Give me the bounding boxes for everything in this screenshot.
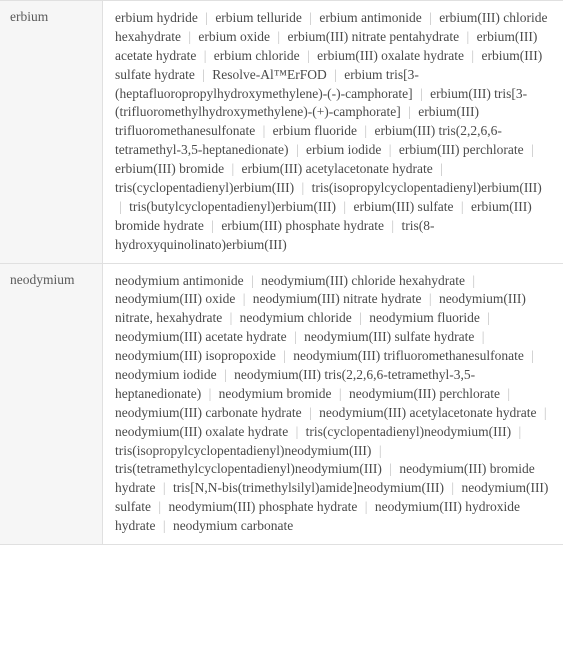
separator: |: [201, 10, 212, 25]
compound-name: tris[N,N-bis(trimethylsilyl)amide]neodym…: [173, 480, 444, 495]
separator: |: [159, 518, 170, 533]
separator: |: [259, 123, 270, 138]
table-row: erbium erbium hydride | erbium telluride…: [0, 0, 563, 264]
separator: |: [339, 199, 350, 214]
compound-name: erbium oxide: [198, 29, 270, 44]
compound-name: tris(isopropylcyclopentadienyl)erbium(II…: [312, 180, 542, 195]
separator: |: [483, 310, 494, 325]
separator: |: [467, 48, 478, 63]
compound-name: tris(tetramethylcyclopentadienyl)neodymi…: [115, 461, 382, 476]
compound-name: erbium iodide: [306, 142, 381, 157]
separator: |: [468, 273, 479, 288]
compound-name: tris(butylcyclopentadienyl)erbium(III): [129, 199, 336, 214]
compound-list: erbium hydride | erbium telluride | erbi…: [103, 1, 563, 263]
compound-table: erbium erbium hydride | erbium telluride…: [0, 0, 563, 545]
separator: |: [298, 180, 309, 195]
compound-name: erbium(III) sulfate: [353, 199, 453, 214]
separator: |: [514, 424, 525, 439]
compound-name: erbium(III) perchlorate: [399, 142, 524, 157]
compound-name: neodymium chloride: [240, 310, 352, 325]
element-label: erbium: [0, 1, 103, 263]
separator: |: [447, 480, 458, 495]
compound-name: neodymium(III) isopropoxide: [115, 348, 276, 363]
table-row: neodymium neodymium antimonide | neodymi…: [0, 264, 563, 545]
compound-name: neodymium(III) trifluoromethanesulfonate: [293, 348, 524, 363]
compound-name: neodymium antimonide: [115, 273, 244, 288]
separator: |: [184, 29, 195, 44]
compound-name: neodymium(III) carbonate hydrate: [115, 405, 302, 420]
compound-name: neodymium(III) perchlorate: [349, 386, 500, 401]
separator: |: [478, 329, 489, 344]
separator: |: [247, 273, 258, 288]
compound-name: tris(isopropylcyclopentadienyl)neodymium…: [115, 443, 371, 458]
separator: |: [220, 367, 231, 382]
separator: |: [330, 67, 341, 82]
separator: |: [360, 123, 371, 138]
separator: |: [303, 48, 314, 63]
separator: |: [385, 142, 396, 157]
separator: |: [425, 10, 436, 25]
separator: |: [207, 218, 218, 233]
separator: |: [273, 29, 284, 44]
compound-name: neodymium(III) phosphate hydrate: [168, 499, 357, 514]
element-label: neodymium: [0, 264, 103, 544]
compound-name: neodymium(III) chloride hexahydrate: [261, 273, 465, 288]
compound-name: erbium(III) phosphate hydrate: [221, 218, 384, 233]
compound-name: neodymium iodide: [115, 367, 217, 382]
separator: |: [527, 142, 538, 157]
separator: |: [335, 386, 346, 401]
compound-name: erbium hydride: [115, 10, 198, 25]
compound-name: neodymium bromide: [219, 386, 332, 401]
separator: |: [463, 29, 474, 44]
separator: |: [503, 386, 514, 401]
compound-name: erbium(III) bromide: [115, 161, 224, 176]
compound-name: erbium antimonide: [319, 10, 421, 25]
separator: |: [457, 199, 468, 214]
separator: |: [416, 86, 427, 101]
compound-name: Resolve-Al™ErFOD: [212, 67, 326, 82]
compound-name: erbium(III) nitrate pentahydrate: [287, 29, 459, 44]
compound-name: neodymium(III) acetate hydrate: [115, 329, 287, 344]
compound-name: erbium(III) acetylacetonate hydrate: [242, 161, 433, 176]
compound-name: erbium telluride: [215, 10, 302, 25]
separator: |: [154, 499, 165, 514]
separator: |: [292, 142, 303, 157]
compound-name: neodymium fluoride: [369, 310, 480, 325]
separator: |: [361, 499, 372, 514]
compound-name: neodymium(III) sulfate hydrate: [304, 329, 474, 344]
separator: |: [375, 443, 386, 458]
separator: |: [198, 67, 209, 82]
separator: |: [387, 218, 398, 233]
separator: |: [425, 291, 436, 306]
separator: |: [436, 161, 447, 176]
separator: |: [305, 10, 316, 25]
compound-name: neodymium(III) oxide: [115, 291, 235, 306]
separator: |: [115, 199, 126, 214]
separator: |: [227, 161, 238, 176]
compound-name: erbium fluoride: [273, 123, 357, 138]
compound-name: erbium chloride: [214, 48, 300, 63]
separator: |: [404, 104, 415, 119]
compound-name: neodymium(III) nitrate hydrate: [253, 291, 422, 306]
compound-name: neodymium(III) oxalate hydrate: [115, 424, 288, 439]
separator: |: [226, 310, 237, 325]
separator: |: [305, 405, 316, 420]
separator: |: [385, 461, 396, 476]
separator: |: [527, 348, 538, 363]
separator: |: [205, 386, 216, 401]
compound-name: neodymium carbonate: [173, 518, 293, 533]
separator: |: [239, 291, 250, 306]
compound-name: neodymium(III) acetylacetonate hydrate: [319, 405, 536, 420]
separator: |: [200, 48, 211, 63]
separator: |: [355, 310, 366, 325]
separator: |: [540, 405, 551, 420]
compound-name: tris(cyclopentadienyl)erbium(III): [115, 180, 294, 195]
separator: |: [159, 480, 170, 495]
compound-name: tris(cyclopentadienyl)neodymium(III): [306, 424, 511, 439]
separator: |: [292, 424, 303, 439]
compound-name: erbium(III) oxalate hydrate: [317, 48, 464, 63]
separator: |: [290, 329, 301, 344]
separator: |: [279, 348, 290, 363]
compound-list: neodymium antimonide | neodymium(III) ch…: [103, 264, 563, 544]
